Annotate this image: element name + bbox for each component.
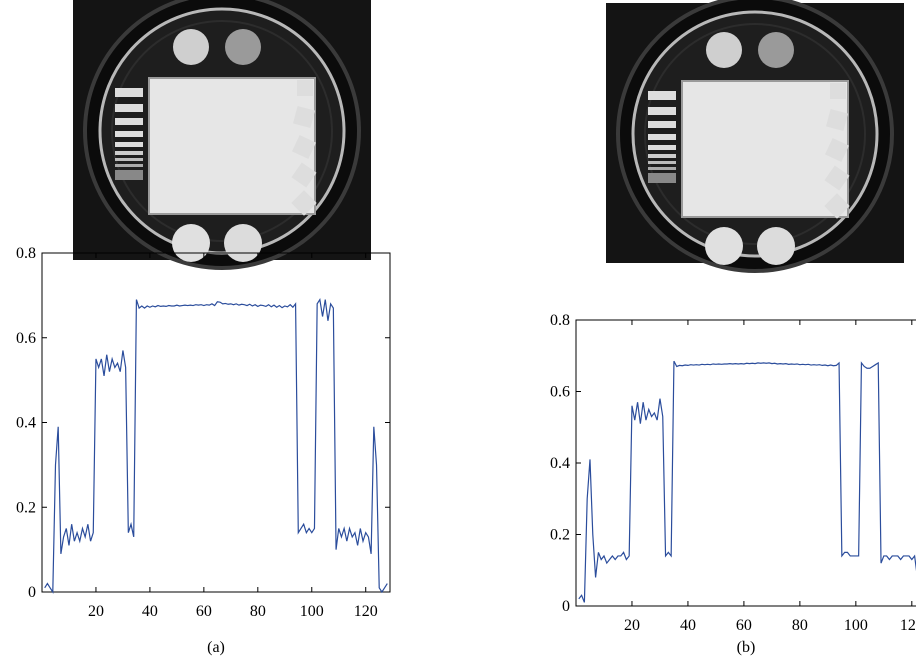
y-tick-label: 0	[562, 598, 570, 615]
caption: (b)	[737, 639, 756, 656]
y-tick-label: 0.8	[16, 245, 36, 262]
x-tick-label: 40	[142, 603, 158, 620]
data-line	[44, 297, 388, 594]
y-tick-label: 0.4	[550, 455, 570, 472]
data-line	[578, 360, 916, 603]
x-tick-label: 20	[624, 617, 640, 634]
y-tick-label: 0.6	[550, 384, 570, 401]
x-tick-label: 100	[844, 617, 868, 634]
phantom-image	[604, 0, 906, 273]
caption: (a)	[207, 639, 225, 656]
x-tick-label: 20	[88, 603, 104, 620]
y-tick-label: 0	[28, 584, 36, 601]
x-tick-label: 120	[354, 603, 378, 620]
y-tick-label: 0.2	[16, 499, 36, 516]
y-tick-label: 0.4	[16, 415, 36, 432]
x-tick-label: 100	[300, 603, 324, 620]
phantom-image	[71, 0, 373, 270]
x-tick-label: 120	[900, 617, 916, 634]
y-tick-label: 0.8	[550, 312, 570, 329]
x-tick-label: 80	[250, 603, 266, 620]
x-tick-label: 80	[792, 617, 808, 634]
y-tick-label: 0.6	[16, 330, 36, 347]
x-tick-label: 60	[736, 617, 752, 634]
y-tick-label: 0.2	[550, 527, 570, 544]
x-tick-label: 40	[680, 617, 696, 634]
x-tick-label: 60	[196, 603, 212, 620]
